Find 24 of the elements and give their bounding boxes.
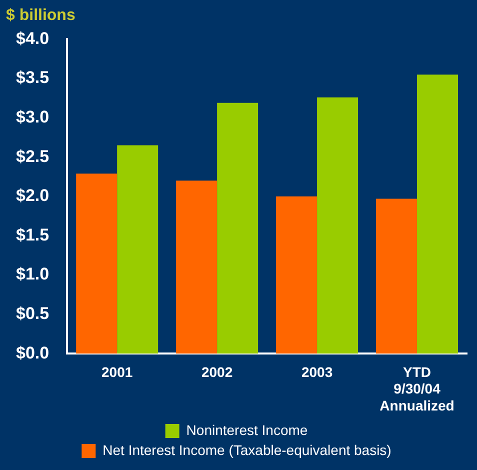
legend-label: Net Interest Income (Taxable-equivalent basis) bbox=[102, 442, 392, 458]
bar bbox=[376, 198, 418, 354]
y-axis-title: $ billions bbox=[6, 7, 76, 24]
x-tick-label: 2001 bbox=[102, 364, 133, 380]
x-tick-label: YTD 9/30/04 Annualized bbox=[380, 364, 454, 414]
x-tick-label: 2002 bbox=[201, 364, 233, 380]
y-tick-label: $0.5 bbox=[16, 304, 50, 323]
bar bbox=[176, 180, 218, 354]
y-tick-label: $3.0 bbox=[16, 107, 50, 126]
y-tick-label: $2.0 bbox=[16, 186, 50, 206]
bar bbox=[276, 196, 318, 354]
y-tick-label: $3.5 bbox=[16, 68, 50, 88]
legend-label: Noninterest Income bbox=[186, 422, 308, 438]
y-tick-label: $2.5 bbox=[16, 146, 50, 166]
bar bbox=[76, 174, 118, 354]
x-tick-label: 2003 bbox=[301, 364, 333, 380]
bar bbox=[417, 74, 458, 354]
y-tick-label: $1.0 bbox=[16, 264, 50, 284]
bar bbox=[217, 102, 258, 354]
y-tick-label: $0.0 bbox=[16, 343, 50, 362]
y-tick-label: $4.0 bbox=[16, 28, 50, 48]
bar bbox=[117, 145, 158, 354]
y-tick-label: $1.5 bbox=[16, 225, 50, 244]
bar bbox=[317, 97, 358, 354]
